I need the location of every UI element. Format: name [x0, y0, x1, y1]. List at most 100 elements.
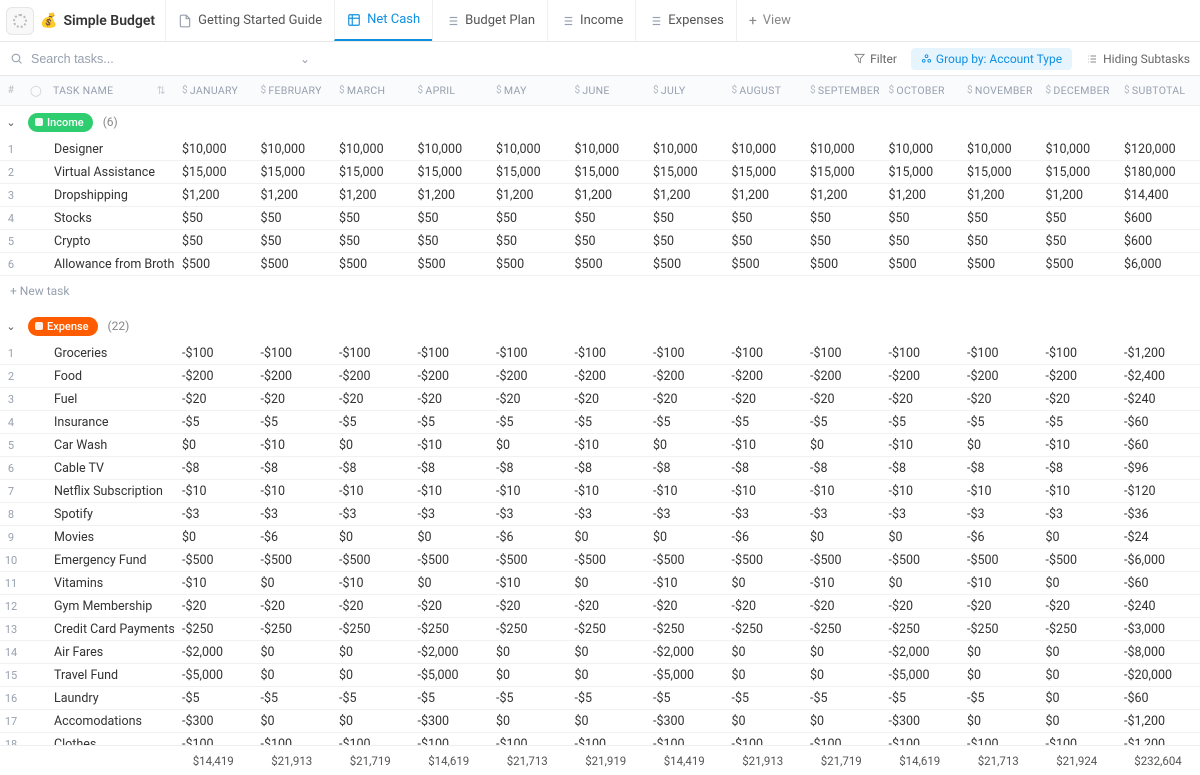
month-cell[interactable]: $0	[1038, 576, 1117, 591]
month-cell[interactable]: -$3	[331, 507, 410, 522]
table-row[interactable]: 13Credit Card Payments-$250-$250-$250-$2…	[0, 618, 1200, 641]
month-header[interactable]: $SEPTEMBER	[802, 84, 881, 97]
group-badge[interactable]: Expense	[28, 317, 98, 336]
month-cell[interactable]: -$100	[724, 737, 803, 746]
task-name-cell[interactable]: Air Fares	[22, 645, 174, 660]
month-cell[interactable]: $500	[724, 257, 803, 272]
month-cell[interactable]: -$20	[724, 599, 803, 614]
month-cell[interactable]: -$10	[253, 438, 332, 453]
month-cell[interactable]: -$5	[802, 415, 881, 430]
month-cell[interactable]: -$3	[410, 507, 489, 522]
month-cell[interactable]: -$8	[881, 461, 960, 476]
month-cell[interactable]: $50	[174, 211, 253, 226]
month-cell[interactable]: -$10	[174, 576, 253, 591]
subtotal-cell[interactable]: $180,000	[1116, 165, 1200, 180]
new-task-button[interactable]: + New task	[0, 276, 1200, 310]
month-header[interactable]: $DECEMBER	[1038, 84, 1117, 97]
month-cell[interactable]: $50	[881, 211, 960, 226]
month-cell[interactable]: -$100	[174, 737, 253, 746]
month-header[interactable]: $JULY	[645, 84, 724, 97]
month-cell[interactable]: -$20	[253, 392, 332, 407]
month-cell[interactable]: -$5	[174, 691, 253, 706]
month-cell[interactable]: $10,000	[959, 142, 1038, 157]
month-cell[interactable]: -$100	[645, 346, 724, 361]
month-cell[interactable]: -$6	[253, 530, 332, 545]
month-cell[interactable]: -$100	[724, 346, 803, 361]
month-cell[interactable]: $0	[331, 438, 410, 453]
month-cell[interactable]: -$20	[645, 599, 724, 614]
month-cell[interactable]: $0	[567, 714, 646, 729]
subtotal-cell[interactable]: -$1,200	[1116, 737, 1200, 746]
month-cell[interactable]: -$5	[488, 691, 567, 706]
month-cell[interactable]: -$100	[645, 737, 724, 746]
subtotal-cell[interactable]: -$1,200	[1116, 346, 1200, 361]
tab-income[interactable]: Income	[547, 0, 635, 41]
month-cell[interactable]: -$20	[410, 599, 489, 614]
month-cell[interactable]: $500	[959, 257, 1038, 272]
month-cell[interactable]: $50	[645, 234, 724, 249]
month-cell[interactable]: -$250	[724, 622, 803, 637]
month-cell[interactable]: -$200	[645, 369, 724, 384]
month-cell[interactable]: -$100	[1038, 737, 1117, 746]
month-cell[interactable]: $15,000	[1038, 165, 1117, 180]
subtotal-cell[interactable]: -$20,000	[1116, 668, 1200, 683]
month-cell[interactable]: $0	[567, 645, 646, 660]
subtotal-cell[interactable]: -$60	[1116, 415, 1200, 430]
subtotal-cell[interactable]: $6,000	[1116, 257, 1200, 272]
month-cell[interactable]: -$100	[331, 346, 410, 361]
table-row[interactable]: 8Spotify-$3-$3-$3-$3-$3-$3-$3-$3-$3-$3-$…	[0, 503, 1200, 526]
subtotal-cell[interactable]: -$240	[1116, 392, 1200, 407]
month-header[interactable]: $AUGUST	[724, 84, 803, 97]
month-cell[interactable]: $50	[959, 211, 1038, 226]
month-cell[interactable]: -$20	[253, 599, 332, 614]
month-cell[interactable]: -$10	[331, 576, 410, 591]
month-cell[interactable]: -$10	[1038, 438, 1117, 453]
month-cell[interactable]: -$5,000	[174, 668, 253, 683]
task-name-cell[interactable]: Laundry	[22, 691, 174, 706]
month-cell[interactable]: $0	[724, 645, 803, 660]
month-header[interactable]: $FEBRUARY	[253, 84, 332, 97]
month-cell[interactable]: $50	[253, 234, 332, 249]
task-name-cell[interactable]: Virtual Assistance	[22, 165, 174, 180]
subtotal-cell[interactable]: -$120	[1116, 484, 1200, 499]
month-cell[interactable]: -$5	[567, 415, 646, 430]
month-cell[interactable]: -$20	[959, 599, 1038, 614]
month-cell[interactable]: -$250	[959, 622, 1038, 637]
month-cell[interactable]: -$300	[410, 714, 489, 729]
month-cell[interactable]: -$5	[410, 691, 489, 706]
month-cell[interactable]: $15,000	[645, 165, 724, 180]
month-cell[interactable]: -$5	[645, 691, 724, 706]
month-header[interactable]: $JANUARY	[174, 84, 253, 97]
month-cell[interactable]: $500	[645, 257, 724, 272]
month-cell[interactable]: -$10	[1038, 484, 1117, 499]
month-cell[interactable]: -$2,000	[174, 645, 253, 660]
month-cell[interactable]: $0	[959, 668, 1038, 683]
month-cell[interactable]: -$5	[253, 691, 332, 706]
month-cell[interactable]: -$10	[488, 576, 567, 591]
month-cell[interactable]: -$100	[802, 346, 881, 361]
month-cell[interactable]: -$200	[959, 369, 1038, 384]
month-cell[interactable]: $50	[724, 211, 803, 226]
month-cell[interactable]: -$8	[488, 461, 567, 476]
month-cell[interactable]: -$100	[488, 346, 567, 361]
month-cell[interactable]: -$5	[724, 691, 803, 706]
month-cell[interactable]: -$300	[881, 714, 960, 729]
month-header[interactable]: $OCTOBER	[881, 84, 960, 97]
month-cell[interactable]: -$20	[802, 392, 881, 407]
month-cell[interactable]: -$8	[567, 461, 646, 476]
month-cell[interactable]: -$10	[959, 484, 1038, 499]
month-cell[interactable]: $1,200	[174, 188, 253, 203]
month-cell[interactable]: -$200	[724, 369, 803, 384]
month-cell[interactable]: $0	[1038, 691, 1117, 706]
month-cell[interactable]: $10,000	[410, 142, 489, 157]
month-cell[interactable]: $0	[802, 530, 881, 545]
month-cell[interactable]: $0	[959, 645, 1038, 660]
task-name-cell[interactable]: Crypto	[22, 234, 174, 249]
month-cell[interactable]: $15,000	[410, 165, 489, 180]
month-cell[interactable]: $10,000	[724, 142, 803, 157]
task-name-cell[interactable]: Cable TV	[22, 461, 174, 476]
month-cell[interactable]: -$100	[174, 346, 253, 361]
month-cell[interactable]: $1,200	[253, 188, 332, 203]
month-cell[interactable]: $1,200	[410, 188, 489, 203]
month-header[interactable]: $NOVEMBER	[959, 84, 1038, 97]
